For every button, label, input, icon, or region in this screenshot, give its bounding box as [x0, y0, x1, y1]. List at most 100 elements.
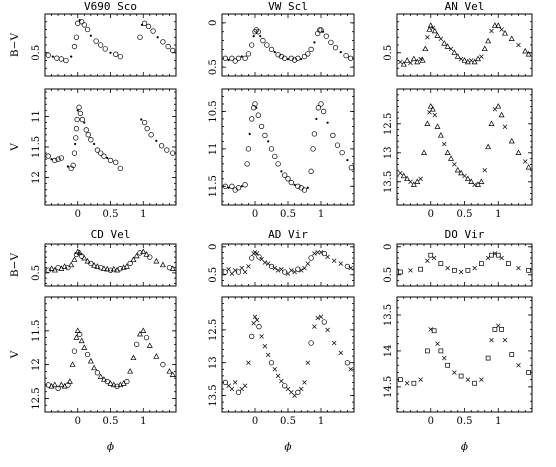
data-point-bv	[81, 22, 87, 28]
data-point-v	[91, 364, 98, 371]
data-point-bv	[458, 269, 464, 275]
data-point-v	[398, 377, 403, 383]
data-point-bv	[323, 33, 329, 39]
data-point-bv	[227, 58, 230, 62]
data-point-v	[262, 344, 268, 349]
data-point-v	[475, 181, 481, 187]
data-point-v	[74, 142, 77, 146]
data-point-bv	[418, 266, 423, 272]
data-point-bv	[302, 265, 307, 271]
data-point-bv	[226, 266, 231, 272]
data-point-v	[164, 147, 170, 153]
data-point-bv	[268, 263, 275, 270]
data-point-v	[315, 315, 320, 321]
data-point-v	[432, 112, 438, 118]
data-point-bv	[516, 42, 521, 48]
data-point-v	[427, 103, 434, 109]
data-point-bv	[100, 265, 107, 271]
data-point-v	[482, 167, 487, 173]
data-point-v	[458, 169, 465, 176]
data-point-v	[282, 172, 288, 178]
data-point-bv	[54, 55, 60, 61]
data-point-bv	[431, 255, 437, 261]
data-point-v	[45, 153, 51, 159]
data-point-v	[431, 328, 437, 334]
panel-bv-5: 00.5	[383, 243, 533, 287]
data-point-v	[268, 360, 275, 366]
data-point-v	[130, 354, 137, 361]
data-point-v	[143, 334, 150, 341]
data-point-v	[279, 378, 284, 384]
data-point-v	[410, 181, 417, 187]
data-point-v	[255, 106, 258, 109]
x-tick-label: 0.5	[457, 416, 473, 427]
data-point-v	[258, 123, 265, 130]
data-point-v	[79, 116, 85, 123]
data-point-bv	[438, 36, 444, 42]
data-point-v	[70, 162, 76, 168]
data-point-v	[404, 175, 411, 182]
data-point-bv	[143, 251, 150, 257]
data-point-bv	[117, 266, 123, 272]
data-point-bv	[295, 55, 301, 61]
data-point-v	[325, 327, 330, 333]
plot-frame	[221, 88, 355, 206]
y-tick-label: 13.5	[383, 304, 394, 326]
data-point-v	[448, 155, 454, 161]
data-point-v	[438, 348, 444, 354]
data-point-bv	[452, 267, 457, 273]
data-point-bv	[252, 29, 258, 35]
data-point-v	[442, 355, 447, 361]
data-point-bv	[73, 34, 80, 40]
panel-title: V690 Sco	[84, 0, 137, 13]
data-point-v	[435, 341, 440, 346]
data-point-v	[248, 132, 251, 136]
data-point-v	[434, 123, 441, 129]
data-point-bv	[516, 265, 521, 271]
data-point-bv	[502, 30, 508, 36]
data-point-bv	[495, 252, 501, 258]
data-point-bv	[272, 265, 278, 271]
data-point-bv	[288, 55, 294, 61]
data-point-v	[158, 143, 165, 149]
data-point-v	[411, 380, 417, 386]
data-point-bv	[348, 265, 353, 271]
x-tick-label: 1	[140, 416, 146, 427]
x-tick-label: 1	[318, 209, 324, 220]
data-point-bv	[264, 42, 270, 48]
data-point-v	[87, 357, 94, 364]
data-point-bv	[130, 256, 137, 262]
data-point-bv	[93, 38, 99, 44]
data-point-v	[84, 351, 91, 358]
data-point-bv	[141, 20, 148, 26]
panel-title: DO Vir	[445, 228, 485, 241]
data-point-bv	[133, 252, 140, 259]
data-point-bv	[222, 55, 228, 61]
data-point-v	[280, 170, 283, 173]
data-point-bv	[472, 265, 477, 271]
data-point-v	[166, 368, 173, 374]
data-point-bv	[318, 27, 324, 33]
data-point-bv	[448, 46, 454, 52]
data-point-bv	[291, 57, 298, 63]
data-point-v	[113, 159, 119, 165]
panel-bv-3: 0.5	[31, 243, 177, 287]
data-point-bv	[245, 51, 252, 57]
plot-frame	[44, 243, 177, 287]
data-point-v	[502, 124, 508, 129]
data-point-v	[252, 101, 258, 107]
panel-bv-2: 0.5	[383, 13, 533, 77]
data-point-bv	[81, 254, 88, 261]
data-point-v	[240, 185, 243, 188]
data-point-bv	[123, 263, 130, 269]
data-point-bv	[464, 58, 471, 65]
data-point-bv	[51, 55, 54, 58]
data-point-v	[338, 350, 344, 356]
data-point-bv	[160, 39, 166, 45]
data-point-bv	[308, 255, 314, 261]
x-tick-label: 0	[252, 416, 258, 427]
data-point-v	[249, 116, 255, 122]
data-point-bv	[465, 267, 471, 273]
data-point-v	[452, 162, 457, 167]
